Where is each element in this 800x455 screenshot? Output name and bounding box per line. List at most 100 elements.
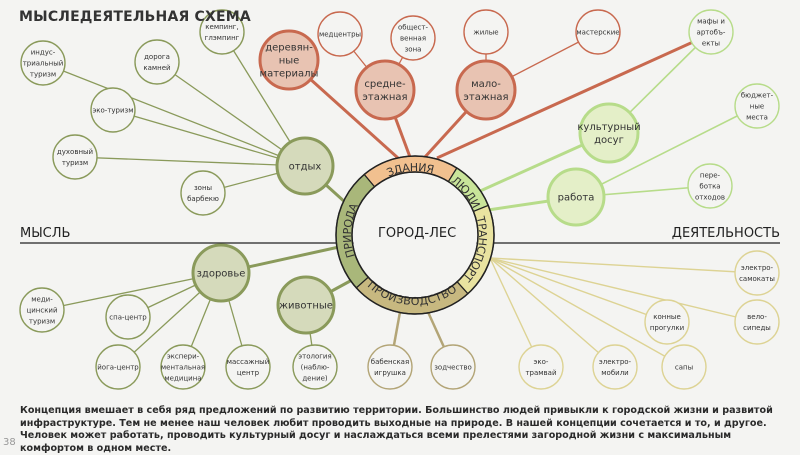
node-med[interactable]: меди-цинский туризм bbox=[19, 287, 65, 333]
node-work[interactable]: мастерские bbox=[575, 9, 621, 55]
node-label: электро-самокаты bbox=[739, 264, 775, 283]
node-job[interactable]: работа bbox=[546, 167, 606, 227]
node-label: эко-трамвай bbox=[525, 358, 556, 377]
node-spa[interactable]: спа-центр bbox=[105, 294, 151, 340]
connector-line bbox=[41, 272, 222, 311]
node-label: мафы и артобъ-екты bbox=[697, 17, 726, 47]
node-label: бабенская игрушка bbox=[371, 358, 409, 377]
node-rest[interactable]: отдых bbox=[275, 136, 335, 196]
node-circle bbox=[734, 83, 780, 129]
nodes: отдых здоровье животные индус-триальный тури… bbox=[19, 9, 780, 390]
node-circle bbox=[546, 167, 606, 227]
node-horse[interactable]: конные прогулки bbox=[644, 299, 690, 345]
connector-line bbox=[436, 40, 694, 160]
node-label: спа-центр bbox=[109, 313, 147, 321]
node-circle bbox=[90, 87, 136, 133]
connector-line bbox=[489, 257, 758, 323]
node-label: деревян-ные материалы bbox=[260, 43, 319, 80]
node-label: меди-цинский туризм bbox=[26, 295, 57, 325]
node-circle bbox=[134, 39, 180, 85]
connector-line bbox=[489, 257, 685, 368]
node-animals[interactable]: животные bbox=[276, 275, 336, 335]
node-label: духовный туризм bbox=[57, 148, 93, 167]
node-label: пере-ботка отходов bbox=[695, 171, 725, 201]
node-circle bbox=[367, 344, 413, 390]
node-label: средне-этажная bbox=[362, 79, 407, 103]
node-scoot[interactable]: электро-самокаты bbox=[734, 250, 780, 296]
node-mid[interactable]: средне-этажная bbox=[354, 59, 416, 121]
node-label: медцентры bbox=[319, 30, 361, 38]
node-circle bbox=[258, 29, 320, 91]
node-camp[interactable]: кемпинг, глэмпинг bbox=[199, 9, 245, 55]
node-label: бюджет-ные места bbox=[741, 91, 774, 121]
node-tram[interactable]: эко-трамвай bbox=[518, 344, 564, 390]
connector-line bbox=[489, 257, 668, 323]
node-label: общест-венная зона bbox=[398, 23, 428, 53]
connector-line bbox=[489, 257, 758, 274]
page-title: МЫСЛЕДЕЯТЕЛЬНАЯ СХЕМА bbox=[19, 9, 251, 25]
node-circle bbox=[292, 344, 338, 390]
node-circle bbox=[225, 344, 271, 390]
node-eco[interactable]: эко-туризм bbox=[90, 87, 136, 133]
node-res[interactable]: жилые bbox=[463, 9, 509, 55]
node-label: животные bbox=[279, 301, 333, 312]
connector-line bbox=[156, 61, 306, 167]
node-label: здоровье bbox=[197, 269, 246, 280]
node-circle bbox=[661, 344, 707, 390]
node-label: экспери-ментальная медицина bbox=[161, 352, 205, 382]
node-culture[interactable]: культурный досуг bbox=[577, 102, 641, 164]
axis-label-city-forest: ГОРОД-ЛЕС bbox=[378, 226, 457, 241]
node-circle bbox=[199, 9, 245, 55]
node-circle bbox=[578, 102, 640, 164]
node-circle bbox=[19, 287, 65, 333]
node-circle bbox=[734, 299, 780, 345]
node-spirit[interactable]: духовный туризм bbox=[52, 134, 98, 180]
page-number: 38 bbox=[3, 437, 16, 448]
node-circle bbox=[455, 59, 517, 121]
node-circle bbox=[390, 15, 436, 61]
node-label: конные прогулки bbox=[650, 313, 684, 332]
node-budget[interactable]: бюджет-ные места bbox=[734, 83, 780, 129]
node-low[interactable]: мало-этажная bbox=[455, 59, 517, 121]
node-yoga[interactable]: йога-центр bbox=[95, 344, 141, 390]
node-circle bbox=[688, 9, 734, 55]
node-circle bbox=[317, 11, 363, 57]
node-bbq[interactable]: зоны барбекю bbox=[180, 170, 226, 216]
node-medc[interactable]: медцентры bbox=[317, 11, 363, 57]
connector-line bbox=[42, 62, 306, 167]
node-health[interactable]: здоровье bbox=[191, 243, 251, 303]
node-ind[interactable]: индус-триальный туризм bbox=[20, 40, 66, 86]
node-wood[interactable]: деревян-ные материалы bbox=[258, 29, 320, 91]
node-etho[interactable]: этология (наблю-дение) bbox=[292, 344, 338, 390]
node-label: массажный центр bbox=[227, 358, 270, 377]
node-label: зодчество bbox=[434, 363, 472, 371]
node-expmed[interactable]: экспери-ментальная медицина bbox=[160, 344, 206, 390]
node-road[interactable]: дорога камней bbox=[134, 39, 180, 85]
connector-line bbox=[112, 109, 306, 167]
node-recycle[interactable]: пере-ботка отходов bbox=[687, 163, 733, 209]
node-bike[interactable]: вело-сипеды bbox=[734, 299, 780, 345]
node-label: сапы bbox=[675, 363, 693, 371]
node-circle bbox=[518, 344, 564, 390]
node-circle bbox=[160, 344, 206, 390]
axis-label-thought: МЫСЛЬ bbox=[20, 226, 71, 241]
node-craft[interactable]: зодчество bbox=[430, 344, 476, 390]
node-pub[interactable]: общест-венная зона bbox=[390, 15, 436, 61]
node-massage[interactable]: массажный центр bbox=[225, 344, 271, 390]
node-label: культурный досуг bbox=[577, 122, 640, 146]
node-circle bbox=[687, 163, 733, 209]
node-toy[interactable]: бабенская игрушка bbox=[367, 344, 413, 390]
node-label: йога-центр bbox=[97, 363, 139, 371]
node-label: мало-этажная bbox=[463, 79, 508, 103]
node-label: жилые bbox=[473, 28, 498, 36]
node-circle bbox=[20, 40, 66, 86]
connector-line bbox=[575, 105, 758, 198]
node-maf[interactable]: мафы и артобъ-екты bbox=[688, 9, 734, 55]
node-label: индус-триальный туризм bbox=[23, 48, 64, 78]
connector-line bbox=[489, 257, 616, 368]
node-circle bbox=[276, 275, 336, 335]
node-ecar[interactable]: электро-мобили bbox=[592, 344, 638, 390]
node-sup[interactable]: сапы bbox=[661, 344, 707, 390]
node-circle bbox=[275, 136, 335, 196]
